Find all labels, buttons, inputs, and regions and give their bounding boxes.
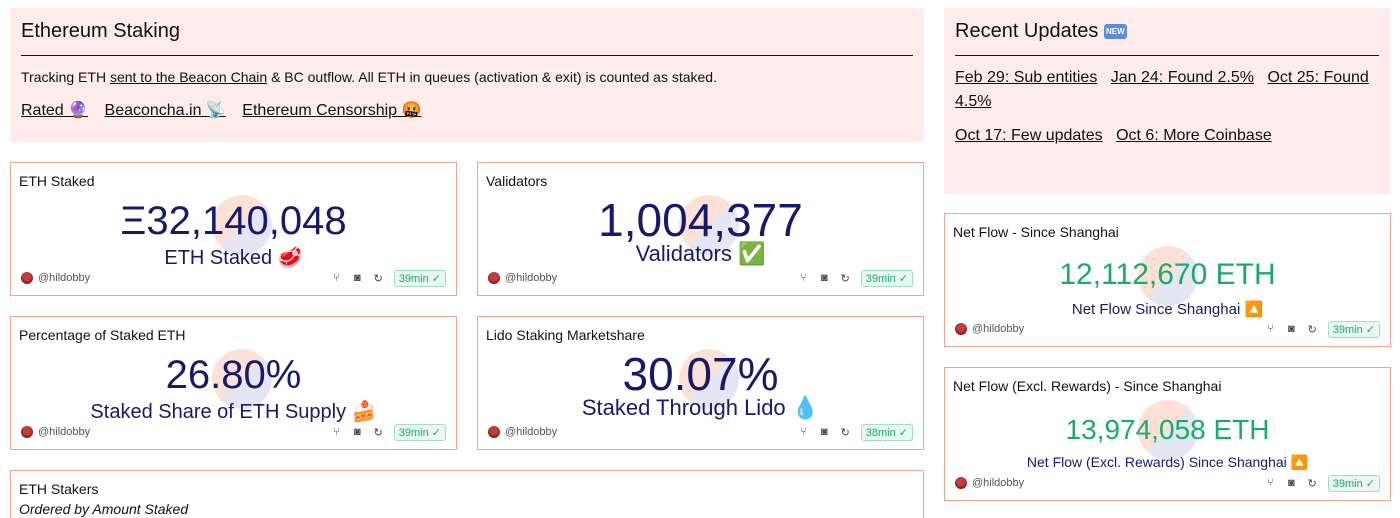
fork-icon[interactable]: ⑂: [332, 272, 340, 284]
camera-icon[interactable]: ◙: [820, 426, 828, 438]
author-name[interactable]: @hildobby: [505, 426, 558, 438]
camera-icon[interactable]: ◙: [820, 272, 828, 284]
update-link[interactable]: Feb 29: Sub entities: [955, 69, 1098, 86]
fork-icon[interactable]: ⑂: [1266, 477, 1274, 489]
card-footer: @hildobby ⑂ ◙ ↻ 39min ✓: [21, 269, 446, 287]
card-title: ETH Staked: [19, 173, 95, 189]
author-name[interactable]: @hildobby: [972, 323, 1025, 335]
avatar[interactable]: [21, 426, 33, 438]
header-panel: Ethereum Staking Tracking ETH sent to th…: [10, 8, 924, 142]
fork-icon[interactable]: ⑂: [1266, 323, 1274, 335]
refresh-icon[interactable]: ↻: [840, 272, 850, 285]
card-title: Net Flow (Excl. Rewards) - Since Shangha…: [953, 378, 1222, 394]
counter-label: Net Flow Since Shanghai 🔼: [1071, 301, 1264, 318]
camera-icon[interactable]: ◙: [1287, 323, 1295, 335]
refresh-icon[interactable]: ↻: [373, 426, 383, 439]
counter-value: 1,004,377: [598, 194, 803, 246]
dune-watermark-icon: [679, 349, 739, 409]
censorship-link[interactable]: Ethereum Censorship 🤬: [242, 102, 422, 119]
net-flow-excl-rewards-card: Net Flow (Excl. Rewards) - Since Shangha…: [944, 367, 1391, 501]
page-title: Ethereum Staking: [21, 20, 913, 56]
counter-value: 13,974,058 ETH: [1065, 414, 1270, 445]
updates-panel: Recent Updates NEW Feb 29: Sub entities …: [944, 8, 1390, 194]
card-title: Lido Staking Marketshare: [486, 327, 645, 343]
counter-label: ETH Staked 🥩: [164, 247, 303, 269]
author-name[interactable]: @hildobby: [972, 477, 1025, 489]
counter-value: 30.07%: [622, 348, 779, 400]
dune-watermark-icon: [679, 195, 739, 255]
author-name[interactable]: @hildobby: [505, 272, 558, 284]
validators-card: Validators 1,004,377 Validators ✅ @hildo…: [477, 162, 924, 296]
dune-watermark-icon: [212, 349, 272, 409]
freshness-badge: 38min ✓: [860, 423, 913, 441]
fork-icon[interactable]: ⑂: [799, 272, 807, 284]
counter-label: Staked Share of ETH Supply 🍰: [90, 401, 377, 423]
card-footer: @hildobby ⑂ ◙ ↻ 39min ✓: [21, 423, 446, 441]
author-name[interactable]: @hildobby: [38, 426, 91, 438]
external-links: Rated 🔮 Beaconcha.in 📡 Ethereum Censorsh…: [21, 100, 913, 120]
update-link[interactable]: Oct 6: More Coinbase: [1116, 127, 1272, 144]
freshness-badge: 39min ✓: [393, 269, 446, 287]
dune-watermark-icon: [1138, 246, 1198, 306]
card-footer: @hildobby ⑂ ◙ ↻ 38min ✓: [488, 423, 913, 441]
rated-link[interactable]: Rated 🔮: [21, 102, 89, 119]
refresh-icon[interactable]: ↻: [840, 426, 850, 439]
refresh-icon[interactable]: ↻: [1307, 477, 1317, 490]
lido-marketshare-card: Lido Staking Marketshare 30.07% Staked T…: [477, 316, 924, 450]
card-subtitle: Ordered by Amount Staked: [19, 501, 189, 517]
dune-watermark-icon: [1138, 400, 1198, 460]
author-name[interactable]: @hildobby: [38, 272, 91, 284]
freshness-badge: 39min ✓: [393, 423, 446, 441]
counter-value: 12,112,670 ETH: [1059, 258, 1276, 291]
updates-title: Recent Updates NEW: [955, 20, 1379, 56]
staked-percentage-card: Percentage of Staked ETH 26.80% Staked S…: [10, 316, 457, 450]
card-footer: @hildobby ⑂ ◙ ↻ 39min ✓: [955, 474, 1380, 492]
card-title: Percentage of Staked ETH: [19, 327, 186, 343]
card-title: Net Flow - Since Shanghai: [953, 224, 1119, 240]
card-title: Validators: [486, 173, 548, 189]
page-description: Tracking ETH sent to the Beacon Chain & …: [21, 69, 717, 85]
avatar[interactable]: [488, 426, 500, 438]
freshness-badge: 39min ✓: [1327, 474, 1380, 492]
updates-links: Feb 29: Sub entities Jan 24: Found 2.5% …: [955, 66, 1379, 148]
counter-label: Staked Through Lido 💧: [581, 395, 820, 420]
eth-staked-card: ETH Staked Ξ32,140,048 ETH Staked 🥩 @hil…: [10, 162, 457, 296]
update-link[interactable]: Oct 17: Few updates: [955, 127, 1103, 144]
refresh-icon[interactable]: ↻: [1307, 323, 1317, 336]
freshness-badge: 39min ✓: [1327, 320, 1380, 338]
camera-icon[interactable]: ◙: [353, 272, 361, 284]
new-badge: NEW: [1103, 24, 1127, 39]
avatar[interactable]: [955, 323, 967, 335]
card-footer: @hildobby ⑂ ◙ ↻ 39min ✓: [488, 269, 913, 287]
counter-value: 26.80%: [165, 353, 302, 397]
counter-label: Validators ✅: [635, 241, 766, 266]
refresh-icon[interactable]: ↻: [373, 272, 383, 285]
camera-icon[interactable]: ◙: [353, 426, 361, 438]
fork-icon[interactable]: ⑂: [799, 426, 807, 438]
net-flow-card: Net Flow - Since Shanghai 12,112,670 ETH…: [944, 213, 1391, 347]
freshness-badge: 39min ✓: [860, 269, 913, 287]
update-link[interactable]: Oct 25: Found 4.5%: [955, 69, 1369, 110]
update-link[interactable]: Jan 24: Found 2.5%: [1110, 69, 1254, 86]
eth-stakers-card: ETH Stakers Ordered by Amount Staked: [10, 470, 924, 518]
beacon-chain-link[interactable]: sent to the Beacon Chain: [109, 69, 268, 85]
fork-icon[interactable]: ⑂: [332, 426, 340, 438]
dune-watermark-icon: [212, 195, 272, 255]
avatar[interactable]: [955, 477, 967, 489]
avatar[interactable]: [21, 272, 33, 284]
camera-icon[interactable]: ◙: [1287, 477, 1295, 489]
card-footer: @hildobby ⑂ ◙ ↻ 39min ✓: [955, 320, 1380, 338]
avatar[interactable]: [488, 272, 500, 284]
counter-value: Ξ32,140,048: [120, 199, 347, 243]
beaconchain-link[interactable]: Beaconcha.in 📡: [104, 102, 226, 119]
counter-label: Net Flow (Excl. Rewards) Since Shanghai …: [1026, 454, 1309, 470]
card-title: ETH Stakers: [19, 481, 99, 497]
